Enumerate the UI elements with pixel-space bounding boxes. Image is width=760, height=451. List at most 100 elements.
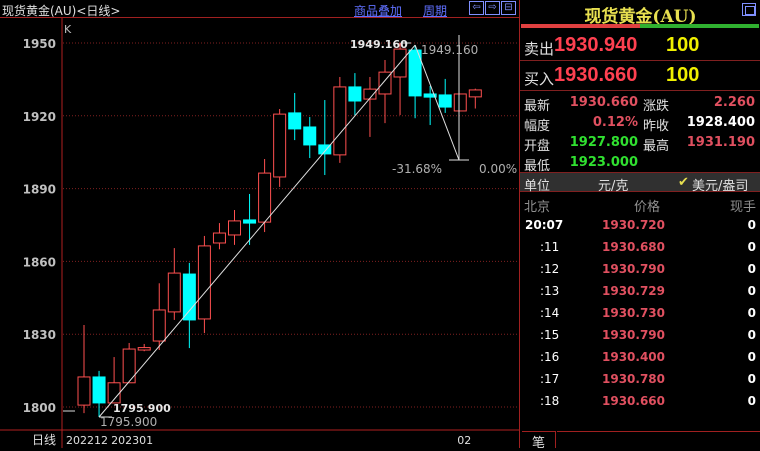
trade-volume: 0 (747, 350, 756, 364)
candle-down (348, 86, 362, 102)
trade-volume: 0 (747, 284, 756, 298)
trade-time: :18 (540, 394, 560, 408)
trade-time: :14 (540, 306, 560, 320)
trade-price: 1930.400 (602, 350, 666, 364)
y-tick-label: 1890 (23, 183, 56, 197)
sell-price: 1930.940 (554, 34, 638, 56)
buy-ratio-bar (640, 24, 759, 28)
trade-row: :16 1930.400 0 (520, 350, 760, 372)
trade-row: :11 1930.680 0 (520, 240, 760, 262)
tab-divider (557, 431, 760, 432)
trade-volume: 0 (747, 328, 756, 342)
trade-volume: 0 (747, 240, 756, 254)
retrace-line (414, 44, 460, 161)
trade-volume: 0 (747, 218, 756, 232)
candle-up (77, 376, 91, 406)
sell-volume: 100 (666, 34, 700, 56)
candle-up (333, 86, 347, 156)
candle-up (122, 348, 136, 384)
y-tick-label: 1830 (23, 328, 56, 342)
stat-value: 1930.660 (569, 95, 638, 110)
trade-price: 1930.720 (602, 218, 666, 232)
candle-up (152, 309, 166, 342)
stat-value: 2.260 (713, 95, 755, 110)
check-icon: ✔ (678, 175, 689, 190)
unit-usd-option[interactable]: 美元/盎司 (692, 179, 749, 194)
candle-up (228, 220, 241, 236)
buy-label: 买入 (524, 70, 555, 88)
trade-volume: 0 (747, 262, 756, 276)
unit-cny-option[interactable]: 元/克 (598, 179, 629, 194)
candle-up (197, 245, 211, 320)
x-tick-label: 202212 (66, 434, 108, 447)
y-tick-label: 1800 (23, 401, 56, 415)
trades-header: 北京 价格 现手 (520, 196, 760, 218)
trade-row: :15 1930.790 0 (520, 328, 760, 350)
stat-value: 1931.190 (686, 135, 755, 150)
buy-volume: 100 (666, 64, 700, 86)
chart-header: 现货黄金(AU)<日线> 商品叠加 周期 ⇦ ⇨ ⊟ (0, 0, 519, 18)
stat-label: 开盘 (524, 139, 551, 154)
candle-down (182, 273, 196, 321)
split-view-icon[interactable]: ⊟ (501, 1, 516, 15)
arrow-left-icon[interactable]: ⇦ (469, 1, 484, 15)
unit-label: 单位 (524, 179, 551, 194)
quote-panel: 现货黄金(AU) 卖出 1930.940 100 买入 1930.660 100… (519, 0, 760, 451)
trade-price: 1930.780 (602, 372, 666, 386)
sell-ratio-bar (521, 24, 640, 28)
candle-down (92, 376, 106, 404)
trade-time: :13 (540, 284, 560, 298)
y-tick-label: 1920 (23, 110, 56, 124)
unit-row: 单位 元/克 ✔ 美元/盎司 (520, 172, 760, 194)
candle-up (468, 89, 482, 98)
trade-price: 1930.729 (602, 284, 666, 298)
candlestick-chart[interactable]: K 1950 1920 1890 1860 1830 1800 日线 202212 202301 0… (0, 0, 519, 448)
stat-label: 涨跌 (643, 99, 670, 114)
stat-label: 幅度 (524, 119, 551, 134)
indicator-label: K (64, 23, 72, 36)
candle-up (258, 172, 272, 223)
tab-ticks[interactable]: 笔 (522, 431, 556, 451)
trade-row: :13 1930.729 0 (520, 284, 760, 306)
zero-percent: 0.00% (479, 162, 517, 176)
header-price: 价格 (634, 200, 661, 215)
candle-down (303, 126, 317, 146)
trade-price: 1930.730 (602, 306, 666, 320)
trade-volume: 0 (747, 372, 756, 386)
trade-price: 1930.790 (602, 328, 666, 342)
high-label: 1949.160 (350, 38, 408, 51)
retrace-percent: -31.68% (392, 162, 442, 176)
arrow-right-icon[interactable]: ⇨ (485, 1, 500, 15)
maximize-icon[interactable] (742, 3, 756, 16)
trade-volume: 0 (747, 394, 756, 408)
candle-up (167, 272, 181, 313)
stat-value: 0.12% (592, 115, 638, 130)
low-label-secondary: 1795.900 (100, 415, 157, 429)
candle-up (363, 88, 377, 100)
y-tick-label: 1950 (23, 37, 56, 51)
overlay-link[interactable]: 商品叠加 (354, 4, 403, 18)
sell-label: 卖出 (524, 40, 555, 58)
buy-row: 买入 1930.660 100 (520, 61, 760, 91)
stat-value: 1928.400 (686, 115, 755, 130)
stat-label: 最高 (643, 139, 670, 154)
period-link[interactable]: 周期 (423, 4, 448, 18)
trade-time: :16 (540, 350, 560, 364)
candle-up (137, 347, 151, 351)
candle-down (423, 93, 437, 98)
trade-row: 20:07 1930.720 0 (520, 218, 760, 240)
x-tick-label: 202301 (111, 434, 153, 447)
trade-row: :14 1930.730 0 (520, 306, 760, 328)
sell-row: 卖出 1930.940 100 (520, 31, 760, 61)
candle-up (273, 113, 287, 178)
stat-label: 最新 (524, 99, 551, 114)
low-label: 1795.900 (113, 402, 171, 415)
trade-time: :15 (540, 328, 560, 342)
header-time: 北京 (524, 200, 551, 215)
header-volume: 现手 (729, 200, 756, 215)
trade-time: :12 (540, 262, 560, 276)
stat-label: 昨收 (643, 119, 670, 134)
x-tick-label: 02 (457, 434, 471, 447)
trade-time: :17 (540, 372, 560, 386)
candle-down (288, 112, 302, 130)
